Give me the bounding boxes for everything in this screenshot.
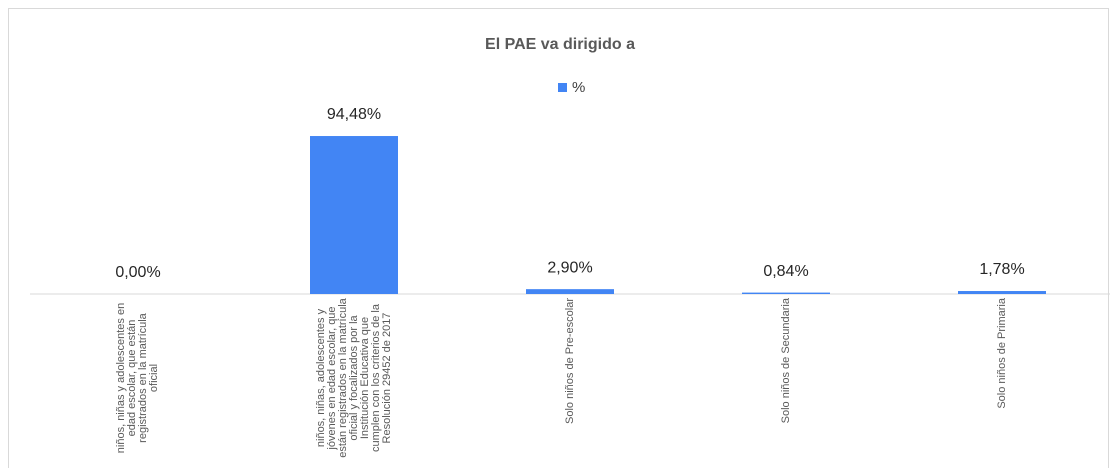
bar <box>958 291 1046 294</box>
x-tick-label: Solo niños de Secundaria <box>779 298 792 424</box>
bar <box>310 136 398 294</box>
x-tick-label-box: Solo niños de Primaria <box>962 298 1042 458</box>
x-tick-label-box: Solo niños de Pre-escolar <box>530 298 610 458</box>
legend-label: % <box>572 79 585 96</box>
data-label: 1,78% <box>979 261 1024 278</box>
bar <box>742 292 830 294</box>
x-tick-label-box: niños, niñas y adolescentes en edad esco… <box>98 298 178 458</box>
chart-frame <box>8 8 1109 468</box>
data-label: 2,90% <box>547 259 592 276</box>
chart-title: El PAE va dirigido a <box>485 36 635 53</box>
data-label: 94,48% <box>327 106 381 123</box>
x-tick-label: Solo niños de Primaria <box>995 298 1008 409</box>
x-tick-label-box: niños, niñas, adolescentes y jóvenes en … <box>314 298 394 458</box>
x-tick-label: niños, niñas y adolescentes en edad esco… <box>115 302 160 454</box>
x-tick-label-box: Solo niños de Secundaria <box>746 298 826 458</box>
x-tick-label: niños, niñas, adolescentes y jóvenes en … <box>314 298 393 458</box>
legend-swatch <box>558 83 567 92</box>
bar <box>526 289 614 294</box>
x-tick-label: Solo niños de Pre-escolar <box>563 298 576 424</box>
data-label: 0,84% <box>763 263 808 280</box>
data-label: 0,00% <box>115 264 160 281</box>
